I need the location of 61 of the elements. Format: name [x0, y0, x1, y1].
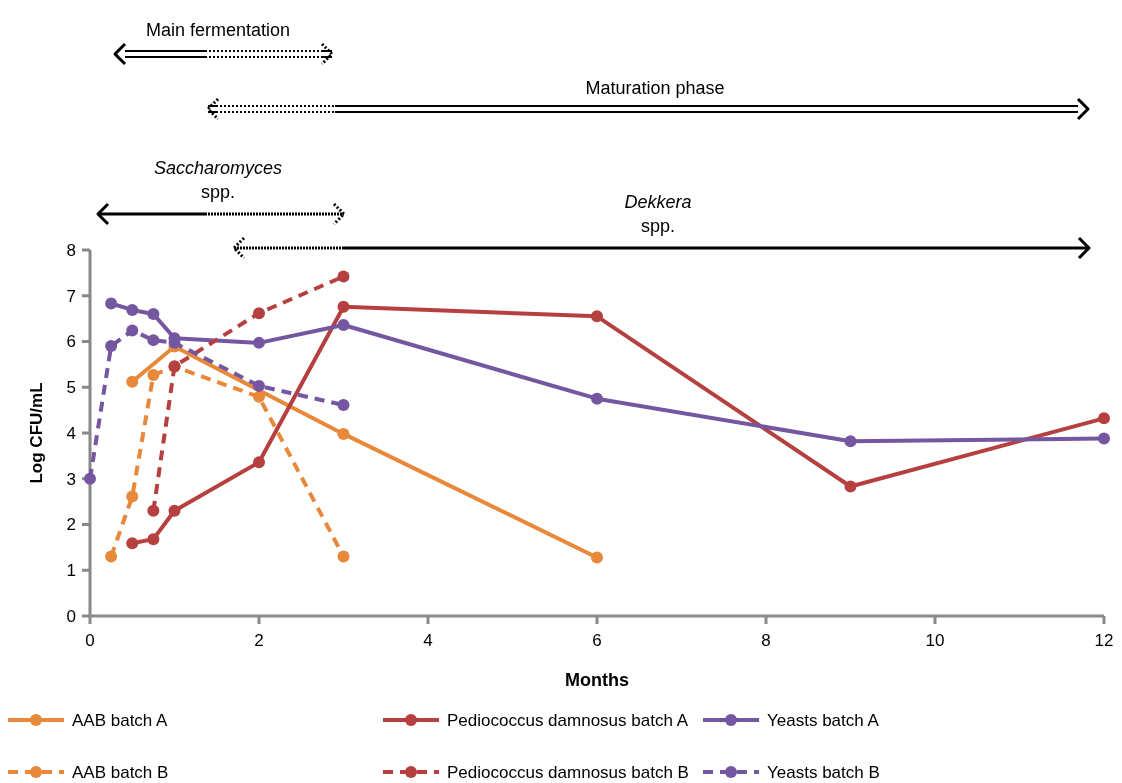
point	[147, 533, 160, 546]
text: Main fermentation	[145, 20, 291, 40]
point	[105, 550, 118, 563]
point	[147, 368, 160, 381]
point	[126, 303, 139, 316]
legend-label: Yeasts batch A	[767, 710, 880, 730]
y-tick-label: 6	[66, 332, 76, 352]
y-tick-label: 2	[66, 515, 76, 535]
legend-label: Pediococcus damnosus batch A	[447, 710, 689, 730]
point	[337, 300, 350, 313]
point	[337, 427, 350, 440]
text: Saccharomyces spp.	[153, 158, 283, 202]
x-tick-label: 12	[1094, 631, 1114, 650]
x-tick-label: 0	[85, 631, 95, 650]
point	[1098, 412, 1110, 425]
y-tick-label: 4	[66, 423, 76, 443]
point	[1098, 432, 1110, 445]
point	[253, 379, 265, 392]
text: Maturation phase	[585, 78, 725, 98]
y-axis-title: Log CFU/mL	[27, 382, 46, 484]
y-tick-label: 0	[66, 606, 76, 626]
point	[844, 435, 857, 448]
legend-label: Yeasts batch B	[767, 762, 880, 782]
y-tick-label: 1	[66, 561, 76, 581]
point	[337, 399, 350, 412]
legend-label: Pediococcus damnosus batch B	[447, 762, 689, 782]
point	[126, 324, 139, 337]
y-tick-label: 8	[66, 240, 76, 260]
text: Dekkera spp.	[624, 192, 692, 236]
legend-label: AAB batch B	[72, 762, 169, 782]
point	[147, 334, 160, 347]
point	[253, 390, 265, 403]
point	[84, 472, 96, 485]
point	[105, 340, 118, 353]
point	[253, 456, 265, 469]
point	[126, 490, 139, 503]
point	[168, 504, 181, 517]
point	[591, 310, 603, 323]
y-tick-label: 7	[66, 286, 76, 306]
point	[126, 375, 139, 388]
point	[147, 308, 160, 321]
point	[591, 392, 603, 405]
point	[147, 504, 160, 517]
point	[105, 297, 118, 310]
y-tick-label: 3	[66, 469, 76, 489]
x-tick-label: 10	[925, 631, 945, 650]
legend-label: AAB batch A	[72, 710, 169, 730]
point	[253, 336, 265, 349]
point	[253, 307, 265, 320]
point	[337, 270, 350, 283]
point	[591, 551, 603, 564]
point	[126, 537, 139, 550]
x-axis-title: Months	[565, 670, 629, 690]
point	[337, 319, 350, 332]
point	[337, 550, 350, 563]
x-tick-label: 8	[761, 631, 771, 650]
x-tick-label: 4	[423, 631, 433, 650]
y-tick-label: 5	[66, 378, 76, 398]
point	[844, 480, 857, 493]
x-tick-label: 2	[254, 631, 264, 650]
x-tick-label: 6	[592, 631, 602, 650]
